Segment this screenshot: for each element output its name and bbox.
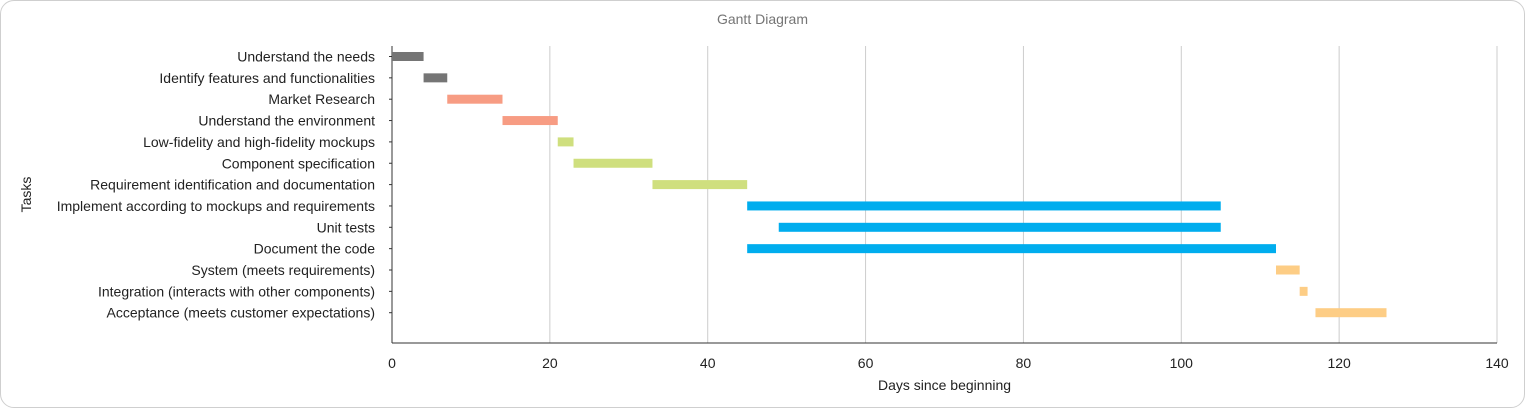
x-tick-label: 140 [1485,355,1509,371]
task-labels: Understand the needs Identify features an… [57,49,375,321]
x-axis-label: Days since beginning [878,377,1011,393]
task-label: Requirement identification and documenta… [90,177,375,193]
task-bar [392,52,424,61]
x-tick-label: 40 [700,355,716,371]
x-tick-label: 80 [1016,355,1032,371]
x-tick-label: 20 [542,355,558,371]
task-bars [392,52,1387,318]
task-label: Understand the needs [237,49,375,65]
chart-title: Gantt Diagram [716,11,809,27]
task-label: Low-fidelity and high-fidelity mockups [143,134,375,150]
task-label: Document the code [254,241,376,257]
task-bar [423,73,448,83]
task-label: Understand the environment [198,113,375,129]
task-bar [747,201,1221,211]
grid-lines [389,46,1498,344]
x-tick-label: 60 [858,355,874,371]
x-tick-label: 100 [1170,355,1194,371]
x-tick-labels: 0 20 40 60 80 100 120 140 [388,355,1509,371]
task-bar [1299,286,1308,296]
task-label: Unit tests [317,219,375,235]
task-label: Component specification [222,155,375,171]
y-axis-label: Tasks [18,177,34,213]
task-bar [557,137,574,147]
task-label: Market Research [268,91,375,107]
task-bar [1315,308,1387,318]
task-label: System (meets requirements) [191,262,375,278]
task-bar [573,158,653,168]
x-tick-label: 0 [388,355,396,371]
task-bar [778,222,1221,232]
task-bar [652,180,748,190]
task-bar [1276,265,1300,275]
task-bar [447,94,503,104]
task-bar [502,116,558,126]
task-bar [747,244,1276,254]
task-label: Integration (interacts with other compon… [98,283,375,299]
task-label: Implement according to mockups and requi… [57,198,375,214]
task-label: Acceptance (meets customer expectations) [107,305,375,321]
x-tick-label: 120 [1327,355,1351,371]
task-label: Identify features and functionalities [159,70,375,86]
